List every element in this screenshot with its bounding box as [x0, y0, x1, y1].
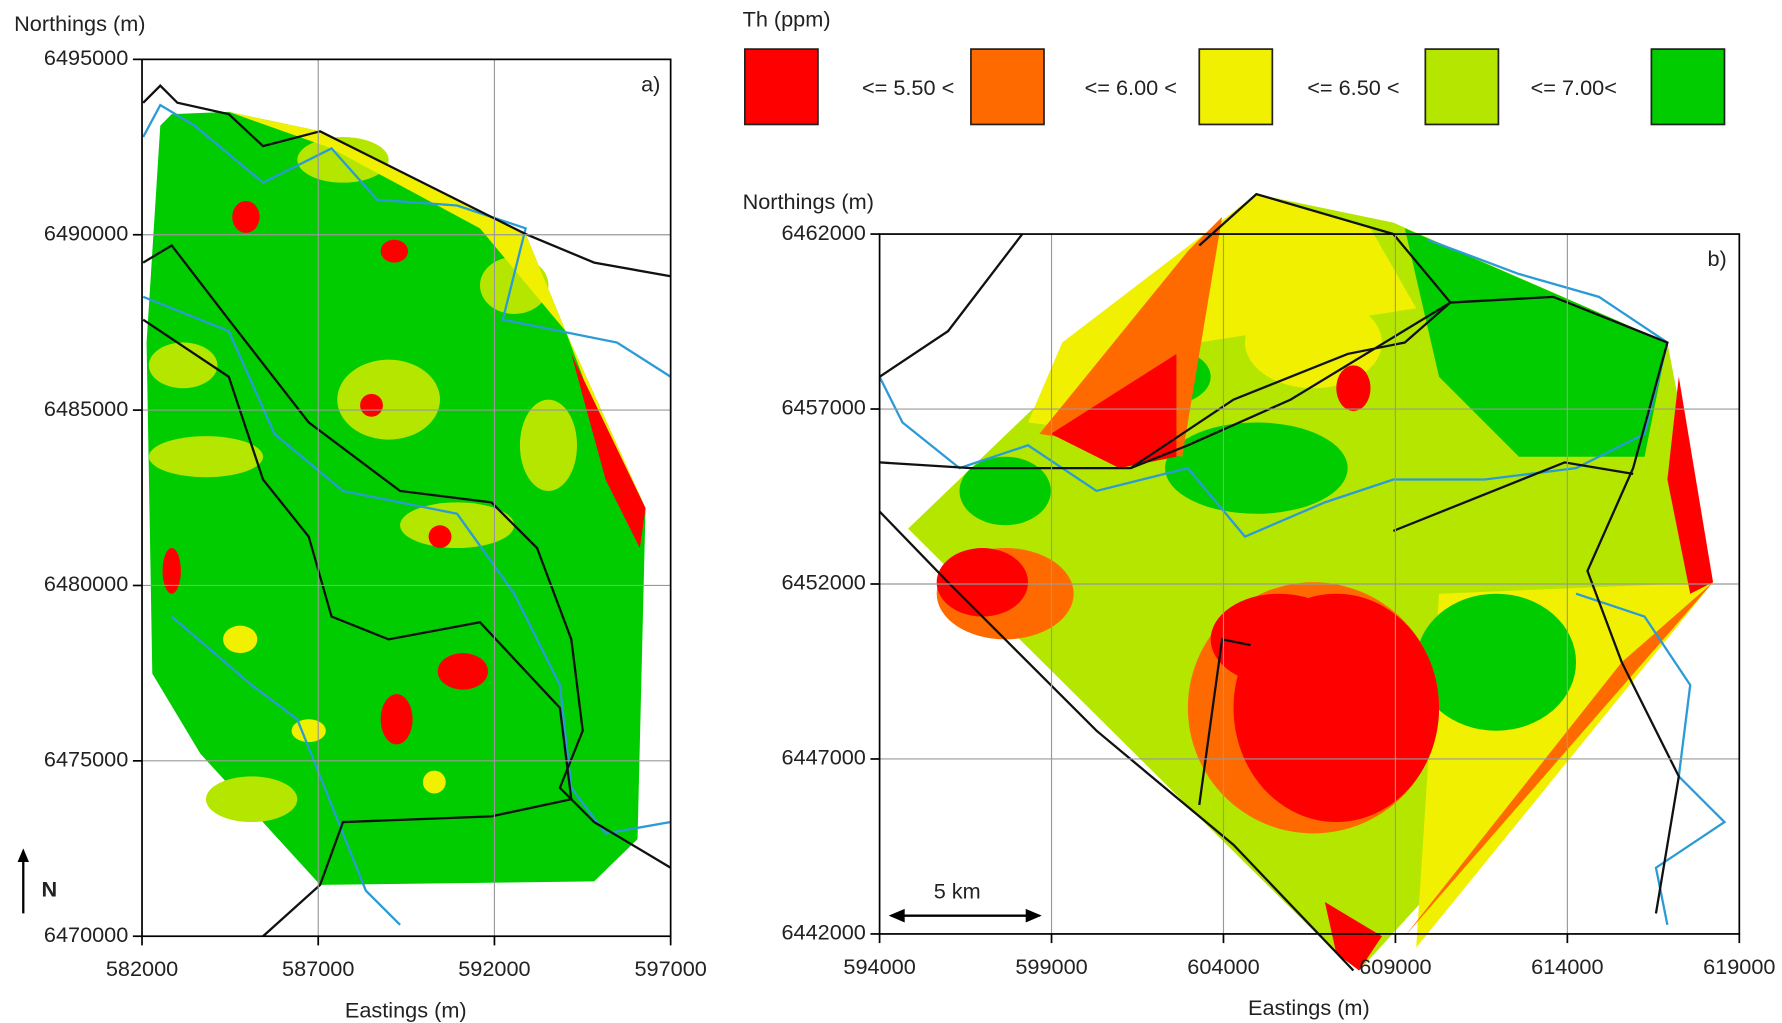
x-tick-label: 592000 — [458, 956, 530, 981]
north-arrow: N — [18, 848, 58, 913]
legend-label: <= 6.50 < — [1307, 75, 1399, 100]
x-tick-label: 587000 — [282, 956, 354, 981]
north-label: N — [42, 876, 58, 901]
legend-swatch — [1651, 49, 1724, 124]
y-tick-label: 6490000 — [44, 220, 128, 245]
y-tick-label: 6480000 — [44, 571, 128, 596]
legend-label: <= 7.00< — [1531, 75, 1617, 100]
legend-swatch — [1199, 49, 1272, 124]
legend-label: <= 5.50 < — [862, 75, 954, 100]
x-axis-label: Eastings (m) — [1248, 995, 1370, 1020]
x-tick-label: 582000 — [106, 956, 178, 981]
legend-swatch — [1425, 49, 1498, 124]
legend-swatch — [971, 49, 1044, 124]
x-tick-label: 619000 — [1703, 954, 1775, 979]
map-b — [880, 194, 1725, 970]
y-axis-label: Northings (m) — [743, 189, 874, 214]
north-arrow-head — [18, 848, 29, 862]
x-tick-label: 597000 — [634, 956, 706, 981]
scale-bar: 5 km — [889, 879, 1042, 923]
map-a — [143, 86, 670, 937]
scale-bar-head — [1026, 909, 1042, 923]
th-surface — [147, 112, 646, 885]
y-tick-label: 6447000 — [781, 745, 865, 770]
x-tick-label: 594000 — [843, 954, 915, 979]
legend-title: Th (ppm) — [743, 6, 831, 31]
y-tick-label: 6452000 — [781, 570, 865, 595]
x-tick-label: 609000 — [1359, 954, 1431, 979]
legend-swatch — [745, 49, 818, 124]
y-tick-label: 6475000 — [44, 747, 128, 772]
x-tick-label: 614000 — [1531, 954, 1603, 979]
y-tick-label: 6495000 — [44, 45, 128, 70]
y-tick-label: 6462000 — [781, 220, 865, 245]
x-tick-label: 599000 — [1015, 954, 1087, 979]
figure: N 5 km Th (ppm) <= 5.50 < <= 6.00 < <= 6.5… — [0, 0, 1782, 1023]
scale-bar-label: 5 km — [934, 879, 981, 904]
page: N 5 km Th (ppm) <= 5.50 < <= 6.00 < <= 6.5… — [0, 0, 1782, 1023]
y-axis-label: Northings (m) — [14, 11, 145, 36]
legend-label: <= 6.00 < — [1085, 75, 1177, 100]
x-tick-label: 604000 — [1187, 954, 1259, 979]
panel-label: a) — [641, 71, 660, 96]
y-tick-label: 6442000 — [781, 920, 865, 945]
y-tick-label: 6470000 — [44, 922, 128, 947]
x-axis-label: Eastings (m) — [345, 997, 467, 1022]
panel-label: b) — [1707, 246, 1726, 271]
scale-bar-head — [889, 909, 905, 923]
y-tick-label: 6457000 — [781, 395, 865, 420]
y-tick-label: 6485000 — [44, 396, 128, 421]
boundary — [880, 234, 1023, 377]
